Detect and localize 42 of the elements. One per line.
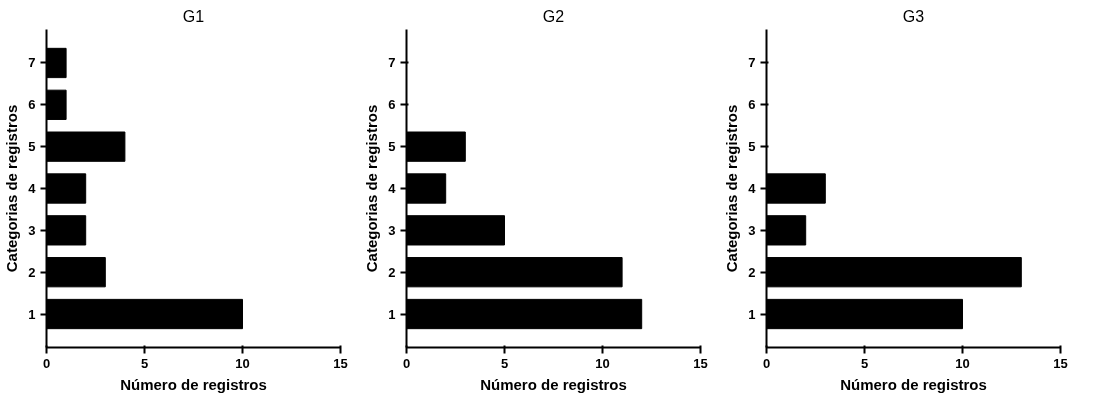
y-tick-label: 6 (748, 97, 756, 113)
y-tick-label: 4 (28, 181, 37, 196)
y-axis-title: Categorias de registros (363, 104, 381, 273)
y-tick-label: 7 (388, 55, 396, 71)
x-axis-title: Número de registros (480, 375, 627, 393)
x-tick-label: 0 (762, 355, 771, 371)
y-tick-label: 5 (388, 139, 396, 155)
chart-title: G1 (182, 7, 205, 25)
y-tick-label: 5 (748, 139, 756, 155)
y-tick-label: 1 (748, 306, 756, 322)
y-tick-label: 1 (28, 306, 36, 322)
y-tick-label: 2 (28, 264, 36, 280)
x-tick-label: 5 (140, 355, 149, 371)
y-tick-label: 3 (28, 222, 36, 238)
chart-title: G2 (542, 7, 565, 25)
y-tick-label: 4 (388, 181, 397, 196)
x-tick-label: 0 (42, 355, 51, 371)
x-tick-label: 10 (955, 355, 970, 371)
chart-title: G3 (902, 7, 925, 25)
x-tick-label: 5 (860, 355, 869, 371)
y-tick-label: 2 (748, 264, 756, 280)
x-tick-label: 15 (333, 355, 348, 371)
y-tick-label: 3 (748, 222, 756, 238)
y-tick-label: 2 (388, 264, 396, 280)
x-tick-label: 5 (500, 355, 509, 371)
y-axis-title: Categorias de registros (3, 104, 21, 273)
y-tick-label: 7 (748, 55, 756, 71)
x-axis-title: Número de registros (840, 375, 987, 393)
y-tick-label: 6 (388, 97, 396, 113)
y-tick-label: 7 (28, 55, 36, 71)
x-tick-label: 15 (1053, 355, 1068, 371)
y-axis-title: Categorias de registros (723, 104, 741, 273)
x-tick-label: 15 (693, 355, 708, 371)
y-tick-label: 3 (388, 222, 396, 238)
y-tick-label: 4 (748, 181, 757, 196)
x-tick-label: 0 (402, 355, 411, 371)
x-axis-title: Número de registros (120, 375, 267, 393)
y-tick-label: 1 (388, 306, 396, 322)
y-tick-label: 5 (28, 139, 36, 155)
x-tick-label: 10 (235, 355, 250, 371)
x-tick-label: 10 (595, 355, 610, 371)
y-tick-label: 6 (28, 97, 36, 113)
